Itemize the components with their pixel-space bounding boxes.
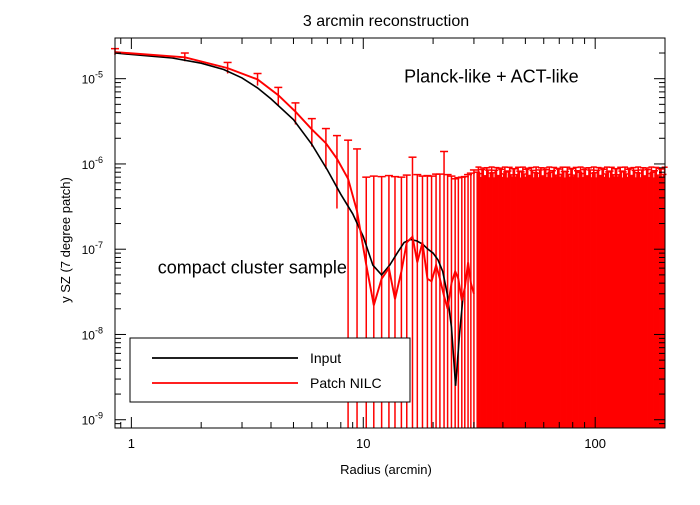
y-tick-label: 10-8 xyxy=(82,325,103,342)
series-line-input xyxy=(114,52,465,386)
chart-title: 3 arcmin reconstruction xyxy=(303,13,469,30)
plot-frame xyxy=(114,37,666,429)
x-tick-label: 1 xyxy=(128,436,135,451)
series-lines xyxy=(114,51,475,386)
x-tick-label: 10 xyxy=(356,436,370,451)
x-axis-label: Radius (arcmin) xyxy=(340,462,432,477)
legend-label: Patch NILC xyxy=(310,375,382,391)
series-line-patch-nilc xyxy=(114,51,475,310)
y-tick-label: 10-6 xyxy=(82,155,103,172)
y-tick-label: 10-9 xyxy=(82,411,103,428)
axis-ticks: 1 10 100 10-9 10-8 10-7 10-6 10-5 xyxy=(82,38,666,451)
error-bars xyxy=(111,47,668,428)
y-tick-label: 10-7 xyxy=(82,240,103,257)
annotation-text: compact cluster sample xyxy=(158,257,347,277)
legend-box xyxy=(129,337,411,403)
plot-frame xyxy=(114,37,666,429)
legend-label: Input xyxy=(310,350,341,366)
annotation-text: Planck-like + ACT-like xyxy=(404,67,579,87)
y-axis-label: y SZ (7 degree patch) xyxy=(58,177,73,303)
legend: Input Patch NILC xyxy=(129,337,411,403)
y-tick-label: 10-5 xyxy=(82,70,103,87)
x-tick-label: 100 xyxy=(584,436,606,451)
annotations: Planck-like + ACT-like compact cluster sa… xyxy=(158,67,579,278)
